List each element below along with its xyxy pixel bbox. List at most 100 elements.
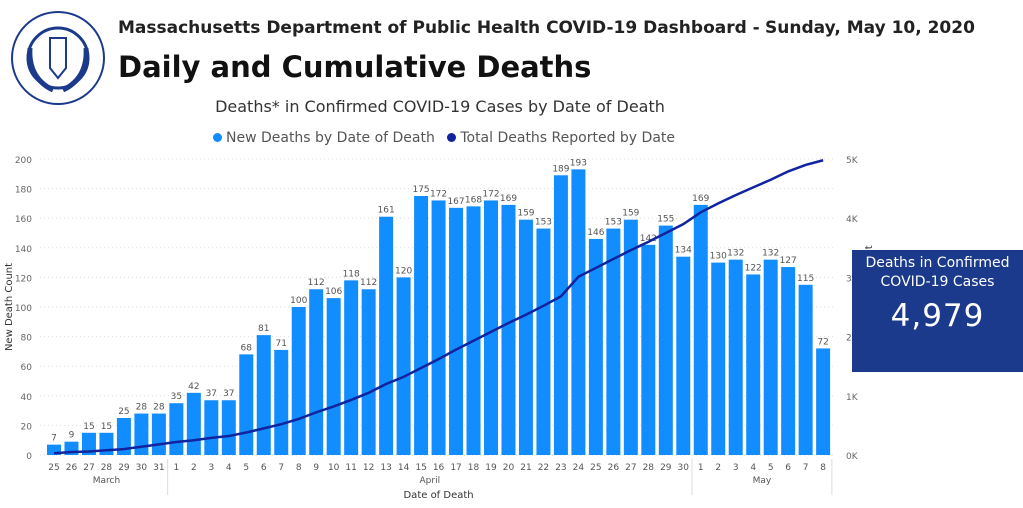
bar — [763, 259, 778, 455]
y2-tick-label: 0K — [846, 452, 859, 462]
x-tick-label: 28 — [101, 463, 113, 473]
x-tick-label: 31 — [153, 463, 164, 473]
data-label: 115 — [797, 274, 814, 284]
x-tick-label: 10 — [328, 463, 340, 473]
data-label: 72 — [817, 337, 828, 347]
data-label: 112 — [360, 278, 377, 288]
bar — [693, 204, 708, 455]
x-tick-label: 26 — [66, 463, 78, 473]
month-label: March — [93, 476, 120, 486]
x-tick-label: 23 — [555, 463, 566, 473]
bar — [116, 418, 131, 455]
bar — [501, 204, 516, 455]
bar — [676, 256, 691, 455]
bar — [239, 354, 254, 455]
data-label: 134 — [675, 246, 692, 256]
bar — [466, 206, 481, 455]
data-label: 68 — [241, 343, 253, 353]
bar — [134, 413, 149, 455]
data-label: 172 — [482, 189, 499, 199]
x-tick-label: 29 — [660, 463, 672, 473]
bar — [711, 262, 726, 455]
bar — [798, 284, 813, 455]
data-label: 155 — [657, 215, 674, 225]
bar — [606, 228, 621, 455]
y-tick-label: 60 — [21, 363, 33, 373]
x-tick-label: 5 — [768, 463, 774, 473]
bar — [553, 175, 568, 455]
x-tick-label: 3 — [208, 463, 214, 473]
data-label: 169 — [692, 194, 709, 204]
bar — [816, 348, 831, 455]
legend-dot-new — [212, 133, 222, 142]
x-tick-label: 1 — [698, 463, 704, 473]
x-tick-label: 1 — [173, 463, 179, 473]
x-tick-label: 9 — [313, 463, 319, 473]
data-label: 112 — [308, 278, 325, 288]
bar — [518, 219, 533, 455]
bar — [571, 169, 586, 456]
data-label: 120 — [395, 266, 412, 276]
bar — [151, 413, 166, 455]
x-axis-title: Date of Death — [403, 490, 473, 501]
data-label: 172 — [430, 189, 447, 199]
y-tick-label: 120 — [15, 274, 32, 284]
x-tick-label: 27 — [83, 463, 94, 473]
x-tick-label: 7 — [278, 463, 284, 473]
data-label: 25 — [118, 407, 129, 417]
y-tick-label: 160 — [15, 215, 32, 225]
x-tick-label: 3 — [733, 463, 739, 473]
kpi-card: Deaths in Confirmed COVID-19 Cases 4,979 — [852, 250, 1023, 372]
bar — [484, 200, 498, 455]
y2-tick-label: 5K — [846, 156, 859, 166]
data-label: 15 — [83, 422, 94, 432]
legend: New Deaths by Date of Death Total Deaths… — [0, 130, 880, 146]
y-tick-label: 20 — [21, 422, 33, 432]
report-date: Sunday, May 10, 2020 — [765, 18, 975, 38]
x-tick-label: 5 — [243, 463, 249, 473]
bar — [641, 244, 656, 455]
bar — [658, 225, 673, 455]
data-label: 153 — [605, 218, 622, 228]
data-label: 146 — [587, 228, 604, 238]
data-label: 35 — [171, 392, 182, 402]
cumulative-line — [53, 159, 824, 455]
x-tick-label: 21 — [520, 463, 531, 473]
data-label: 132 — [762, 249, 779, 259]
mdph-seal-logo — [11, 11, 105, 105]
bar — [326, 298, 341, 455]
x-tick-label: 28 — [643, 463, 655, 473]
month-label: April — [420, 476, 441, 486]
x-tick-label: 25 — [48, 463, 59, 473]
y-tick-label: 100 — [15, 304, 32, 314]
x-tick-label: 12 — [363, 463, 374, 473]
data-label: 122 — [745, 263, 762, 273]
x-tick-label: 2 — [191, 463, 197, 473]
data-label: 81 — [258, 324, 269, 334]
x-tick-label: 24 — [573, 463, 585, 473]
x-tick-label: 22 — [538, 463, 549, 473]
y-tick-label: 180 — [15, 186, 32, 196]
data-label: 159 — [517, 209, 534, 219]
x-tick-label: 11 — [345, 463, 356, 473]
data-label: 132 — [727, 249, 744, 259]
page-title: Daily and Cumulative Deaths — [118, 50, 592, 84]
data-label: 37 — [223, 389, 234, 399]
x-tick-label: 4 — [226, 463, 232, 473]
data-label: 142 — [640, 234, 657, 244]
x-tick-label: 2 — [715, 463, 721, 473]
dashboard-title: Massachusetts Department of Public Healt… — [118, 18, 760, 38]
legend-new[interactable]: New Deaths by Date of Death — [225, 130, 435, 146]
bar — [781, 267, 796, 455]
y-tick-label: 80 — [21, 334, 33, 344]
bar — [344, 280, 359, 455]
y-axis-title: New Death Count — [4, 263, 15, 351]
legend-total[interactable]: Total Deaths Reported by Date — [460, 130, 675, 146]
x-tick-label: 7 — [803, 463, 809, 473]
data-label: 169 — [500, 194, 517, 204]
bar — [291, 307, 306, 455]
legend-dot-total — [447, 133, 457, 142]
x-tick-label: 27 — [625, 463, 636, 473]
data-label: 118 — [343, 269, 360, 279]
x-tick-label: 16 — [433, 463, 445, 473]
